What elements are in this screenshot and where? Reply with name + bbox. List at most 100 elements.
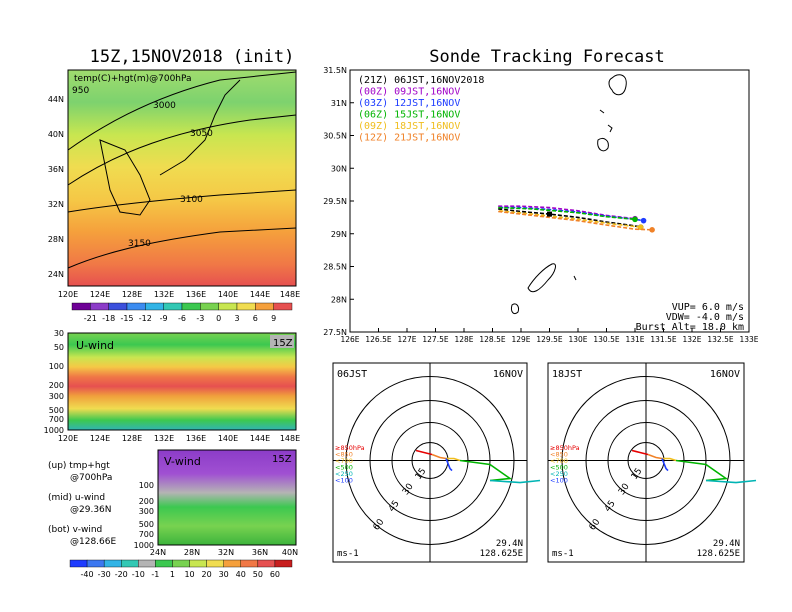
hodo-trace	[647, 453, 663, 460]
temp-colorbar-label: -15	[120, 314, 133, 323]
vwind-xtick: 24N	[150, 548, 166, 557]
legend-entry: (03Z) 12JST,16NOV	[358, 98, 460, 109]
track-ticks: 126E 126.5E 127E 127.5E 128E 128.5E 129E 129.5E…	[323, 66, 759, 344]
hodo-unit: ms-1	[337, 549, 359, 559]
uwind-frame	[67, 332, 297, 431]
temp-colorbar-cell	[200, 302, 219, 311]
island	[597, 137, 609, 152]
track-ytick: 31N	[331, 99, 347, 108]
track-xtick: 128.5E	[479, 335, 505, 344]
map-ytick: 44N	[48, 95, 64, 104]
uwind-ytick: 700	[49, 415, 64, 424]
temp-panel-label: temp(C)+hgt(m)@700hPa	[74, 74, 192, 84]
vwind-xtick: 36N	[252, 548, 268, 557]
track-xtick: 128E	[454, 335, 473, 344]
track-xtick: 129.5E	[536, 335, 562, 344]
contour-label-950: 950	[72, 86, 89, 96]
track-frame	[349, 69, 750, 333]
temp-map-panel: temp(C)+hgt(m)@700hPa 950 3000 3050 3100…	[48, 69, 300, 299]
temp-colorbar-cell	[273, 302, 293, 311]
temp-colorbar-label: -6	[178, 314, 186, 323]
track-xtick: 131E	[625, 335, 644, 344]
hodo-level-label: <250	[335, 470, 353, 478]
track-line	[498, 208, 641, 228]
vwind-xtick: 28N	[184, 548, 200, 557]
hodo-trace	[415, 449, 433, 456]
temp-colorbar-label: -18	[102, 314, 115, 323]
track-xtick: 130E	[568, 335, 587, 344]
vwind-field	[158, 450, 296, 545]
uwind-field	[68, 333, 296, 430]
wind-colorbar-cell	[223, 559, 241, 568]
map-ytick: 24N	[48, 270, 64, 279]
temp-map-frame	[67, 69, 297, 287]
hodo-level-label: ≥850hPa	[550, 444, 580, 452]
hodo-trace	[459, 459, 513, 482]
wind-colorbar-label: 40	[236, 570, 246, 579]
map-ytick: 32N	[48, 200, 64, 209]
hodo-level-label: <100	[550, 477, 568, 485]
uwind-xtick: 124E	[90, 434, 110, 443]
uwind-xtick: 136E	[186, 434, 206, 443]
hodo-trace	[445, 458, 453, 472]
wind-colorbar-cell	[172, 559, 190, 568]
temp-colorbar-cell	[108, 302, 128, 311]
map-ytick: 36N	[48, 165, 64, 174]
map-ytick: 28N	[48, 235, 64, 244]
temp-colorbar-cell	[236, 302, 256, 311]
hodo-trace	[661, 458, 669, 472]
temp-colorbar-label: 9	[271, 314, 276, 323]
note-mid-sub: @29.36N	[70, 505, 112, 515]
track-ytick: 29.5N	[323, 197, 347, 206]
track-end-point	[640, 217, 647, 224]
legend-entry: (06Z) 15JST,16NOV	[358, 110, 460, 121]
contour-3050	[67, 114, 297, 186]
wind-colorbar-cell	[206, 559, 224, 568]
track-lines	[498, 205, 655, 233]
uwind-time: 15Z	[273, 338, 293, 349]
vwind-xtick: 32N	[218, 548, 234, 557]
note-up: (up) tmp+hgt	[48, 461, 110, 471]
wind-colorbar-cell	[103, 559, 122, 568]
hodo-lon: 128.625E	[480, 549, 523, 559]
track-ytick: 30N	[331, 164, 347, 173]
vup-text: VUP= 6.0 m/s	[672, 302, 744, 313]
hodo-level-label: <100	[335, 477, 353, 485]
track-ytick: 30.5N	[323, 132, 347, 141]
track-ytick: 29N	[331, 230, 347, 239]
track-xtick: 127E	[397, 335, 416, 344]
temp-colorbar-cell	[163, 302, 183, 311]
uwind-label: U-wind	[76, 339, 114, 352]
wind-colorbar-cell	[138, 559, 156, 568]
uwind-ytick: 30	[54, 329, 64, 338]
track-end-point	[637, 224, 644, 230]
track-xtick: 132.5E	[707, 335, 733, 344]
vwind-ytick: 500	[139, 520, 154, 529]
map-xtick: 136E	[186, 290, 206, 299]
left-title: 15Z,15NOV2018 (init)	[90, 47, 295, 67]
uwind-ytick: 200	[49, 381, 64, 390]
burst-alt-text: Burst Alt= 18.0 km	[636, 322, 744, 333]
map-xtick: 132E	[154, 290, 174, 299]
wind-colorbar-label: 1	[170, 570, 175, 579]
island	[511, 303, 519, 315]
map-xtick: 144E	[250, 290, 270, 299]
hodo-lat: 29.4N	[496, 539, 523, 549]
uwind-ytick: 1000	[44, 426, 64, 435]
temp-colorbar-label: -3	[196, 314, 204, 323]
island	[573, 275, 577, 281]
coastline	[99, 139, 151, 216]
wind-colorbar-label: 60	[270, 570, 280, 579]
island	[527, 263, 556, 293]
hodo-time: 18JST	[552, 369, 582, 380]
island	[607, 124, 613, 133]
hodo-level-label: <850	[550, 451, 568, 459]
vwind-ytick: 300	[139, 507, 154, 516]
track-xtick: 131.5E	[650, 335, 676, 344]
contour-label-3100: 3100	[180, 195, 203, 205]
uwind-xtick: 148E	[280, 434, 300, 443]
vdw-text: VDW= -4.0 m/s	[666, 312, 744, 323]
wind-colorbar-label: 10	[184, 570, 194, 579]
hodo-time: 06JST	[337, 369, 367, 380]
wind-colorbar-cell	[121, 559, 139, 568]
